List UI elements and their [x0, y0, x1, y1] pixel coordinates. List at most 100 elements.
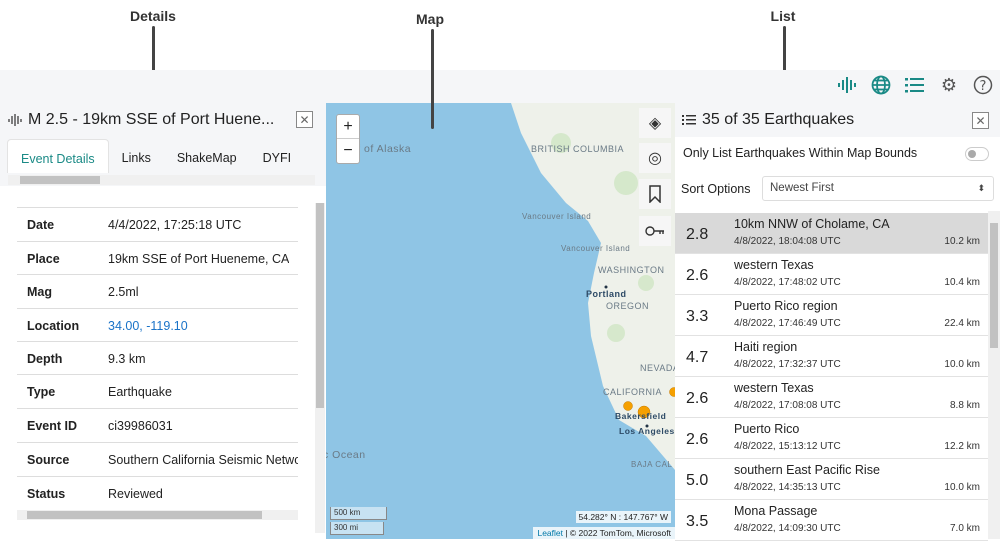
target-icon[interactable]: ◎ — [639, 143, 671, 173]
bookmark-icon[interactable] — [639, 179, 671, 209]
list-item[interactable]: 2.6 Puerto Rico 4/8/2022, 15:13:12 UTC 12.2… — [675, 418, 988, 459]
annotation-line — [431, 29, 434, 129]
zoom-out-button[interactable]: − — [343, 142, 353, 159]
value: Reviewed — [108, 486, 163, 501]
scale-km: 500 km — [330, 507, 387, 520]
leaflet-link[interactable]: Leaflet — [537, 528, 563, 538]
details-title: M 2.5 - 19km SSE of Port Huene... — [8, 111, 274, 129]
details-vscrollbar[interactable] — [315, 203, 325, 533]
seismic-wave-icon[interactable] — [836, 74, 858, 96]
detail-row-location: Location 34.00, -119.10 — [17, 308, 298, 342]
map-label: BAJA CAL — [631, 460, 673, 469]
detail-row-type: Type Earthquake — [17, 374, 298, 408]
sort-select[interactable]: Newest First ⬍ — [762, 176, 994, 201]
label: Type — [27, 384, 56, 399]
list-item[interactable]: 3.5 Mona Passage 4/8/2022, 14:09:30 UTC 7.0… — [675, 500, 988, 541]
map-label: OREGON — [606, 301, 650, 311]
label: Mag — [27, 284, 52, 299]
annotation-details: Details — [130, 8, 176, 24]
annotation-line — [783, 26, 786, 98]
map-label: Bakersfield — [615, 411, 667, 421]
detail-row-date: Date 4/4/2022, 17:25:18 UTC — [17, 207, 298, 241]
tab-links[interactable]: Links — [121, 151, 151, 165]
detail-row-status: Status Reviewed — [17, 476, 298, 510]
value: Southern California Seismic Network — [108, 452, 298, 467]
zoom-in-button[interactable]: + — [337, 115, 359, 139]
key-icon[interactable] — [639, 216, 671, 246]
map-label: WASHINGTON — [598, 265, 665, 275]
event-title: M 2.5 - 19km SSE of Port Huene... — [28, 111, 275, 128]
map[interactable]: ulf of Alaska BRITISH COLUMBIA Vancouver… — [326, 103, 675, 539]
map-label: NEVADA — [640, 363, 675, 373]
map-land — [511, 103, 675, 470]
bounds-toggle[interactable] — [965, 147, 989, 161]
detail-row-depth: Depth 9.3 km — [17, 341, 298, 375]
details-panel: M 2.5 - 19km SSE of Port Huene... ✕ Even… — [0, 103, 326, 539]
map-label: Los Angeles — [619, 426, 675, 436]
top-bar — [0, 70, 1000, 103]
zoom-control: + − — [336, 114, 360, 164]
location-link[interactable]: 34.00, -119.10 — [108, 318, 188, 333]
sort-value: Newest First — [770, 182, 834, 194]
quake-marker — [637, 405, 651, 419]
cursor-coordinates: 54.282° N : 147.767° W — [575, 511, 671, 523]
label: Location — [27, 318, 80, 333]
quake-marker — [669, 387, 675, 397]
value: 2.5ml — [108, 284, 139, 299]
label: Event ID — [27, 418, 78, 433]
label: Status — [27, 486, 66, 501]
map-label: Vancouver Island — [561, 244, 631, 253]
map-label: c Ocean — [326, 449, 366, 461]
map-label: BRITISH COLUMBIA — [531, 144, 625, 154]
list-item[interactable]: 2.6 western Texas 4/8/2022, 17:08:08 UTC 8.… — [675, 377, 988, 418]
value: Earthquake — [108, 384, 172, 399]
list-item[interactable]: 5.0 southern East Pacific Rise 4/8/2022, 1… — [675, 459, 988, 500]
list-item[interactable]: 2.6 western Texas 4/8/2022, 17:48:02 UTC 10… — [675, 254, 988, 295]
toolbar: ⚙ ? — [836, 74, 994, 96]
details-tabs: Event Details Links ShakeMap DYFI — [0, 139, 318, 173]
globe-icon[interactable] — [870, 74, 892, 96]
seismic-wave-icon — [8, 114, 22, 126]
detail-row-source: Source Southern California Seismic Networ… — [17, 442, 298, 476]
label: Source — [27, 452, 70, 467]
label: Depth — [27, 351, 63, 366]
list-icon[interactable] — [904, 74, 926, 96]
map-label: CALIFORNIA — [603, 387, 663, 397]
map-attribution: Leaflet | © 2022 TomTom, Microsoft — [533, 527, 675, 539]
annotation-line — [152, 26, 155, 98]
list-item[interactable]: 3.3 Puerto Rico region 4/8/2022, 17:46:49 … — [675, 295, 988, 336]
value: 19km SSE of Port Hueneme, CA — [108, 251, 290, 266]
value: ci39986031 — [108, 418, 173, 433]
earthquake-list: 2.8 10km NNW of Cholame, CA 4/8/2022, 18:0… — [675, 213, 988, 541]
attribution-text: | © 2022 TomTom, Microsoft — [563, 528, 671, 538]
scale-mi: 300 mi — [330, 522, 384, 535]
list-count: 35 of 35 Earthquakes — [702, 111, 855, 128]
map-label: Portland — [586, 289, 627, 299]
gear-icon[interactable]: ⚙ — [940, 74, 958, 95]
list-item[interactable]: 2.8 10km NNW of Cholame, CA 4/8/2022, 18:0… — [675, 213, 988, 254]
value: 9.3 km — [108, 351, 146, 366]
details-hscrollbar[interactable] — [17, 510, 298, 520]
event-details: Date 4/4/2022, 17:25:18 UTC Place 19km SSE… — [0, 186, 326, 539]
sort-label: Sort Options — [681, 182, 751, 196]
list-panel: 35 of 35 Earthquakes ✕ Only List Earthqu… — [675, 103, 1000, 541]
detail-row-mag: Mag 2.5ml — [17, 274, 298, 308]
map-label: Vancouver Island — [522, 212, 592, 221]
close-list-button[interactable]: ✕ — [972, 112, 989, 129]
list-scrollbar[interactable] — [988, 211, 1000, 539]
list-item[interactable]: 4.7 Haiti region 4/8/2022, 17:32:37 UTC 10.… — [675, 336, 988, 377]
help-icon[interactable]: ? — [972, 74, 994, 96]
detail-row-event-id: Event ID ci39986031 — [17, 408, 298, 442]
label: Place — [27, 251, 60, 266]
tab-dyfi[interactable]: DYFI — [262, 151, 292, 165]
quake-marker — [623, 401, 633, 411]
select-arrows-icon: ⬍ — [977, 183, 985, 193]
list-title: 35 of 35 Earthquakes — [682, 111, 854, 129]
tab-event-details[interactable]: Event Details — [7, 139, 109, 173]
close-details-button[interactable]: ✕ — [296, 111, 313, 128]
tab-shakemap[interactable]: ShakeMap — [176, 151, 237, 165]
annotation-map: Map — [416, 11, 444, 27]
tabs-scrollbar[interactable] — [8, 175, 315, 185]
layers-icon[interactable]: ◈ — [639, 108, 671, 138]
list-options: Only List Earthquakes Within Map Bounds … — [675, 137, 1000, 539]
